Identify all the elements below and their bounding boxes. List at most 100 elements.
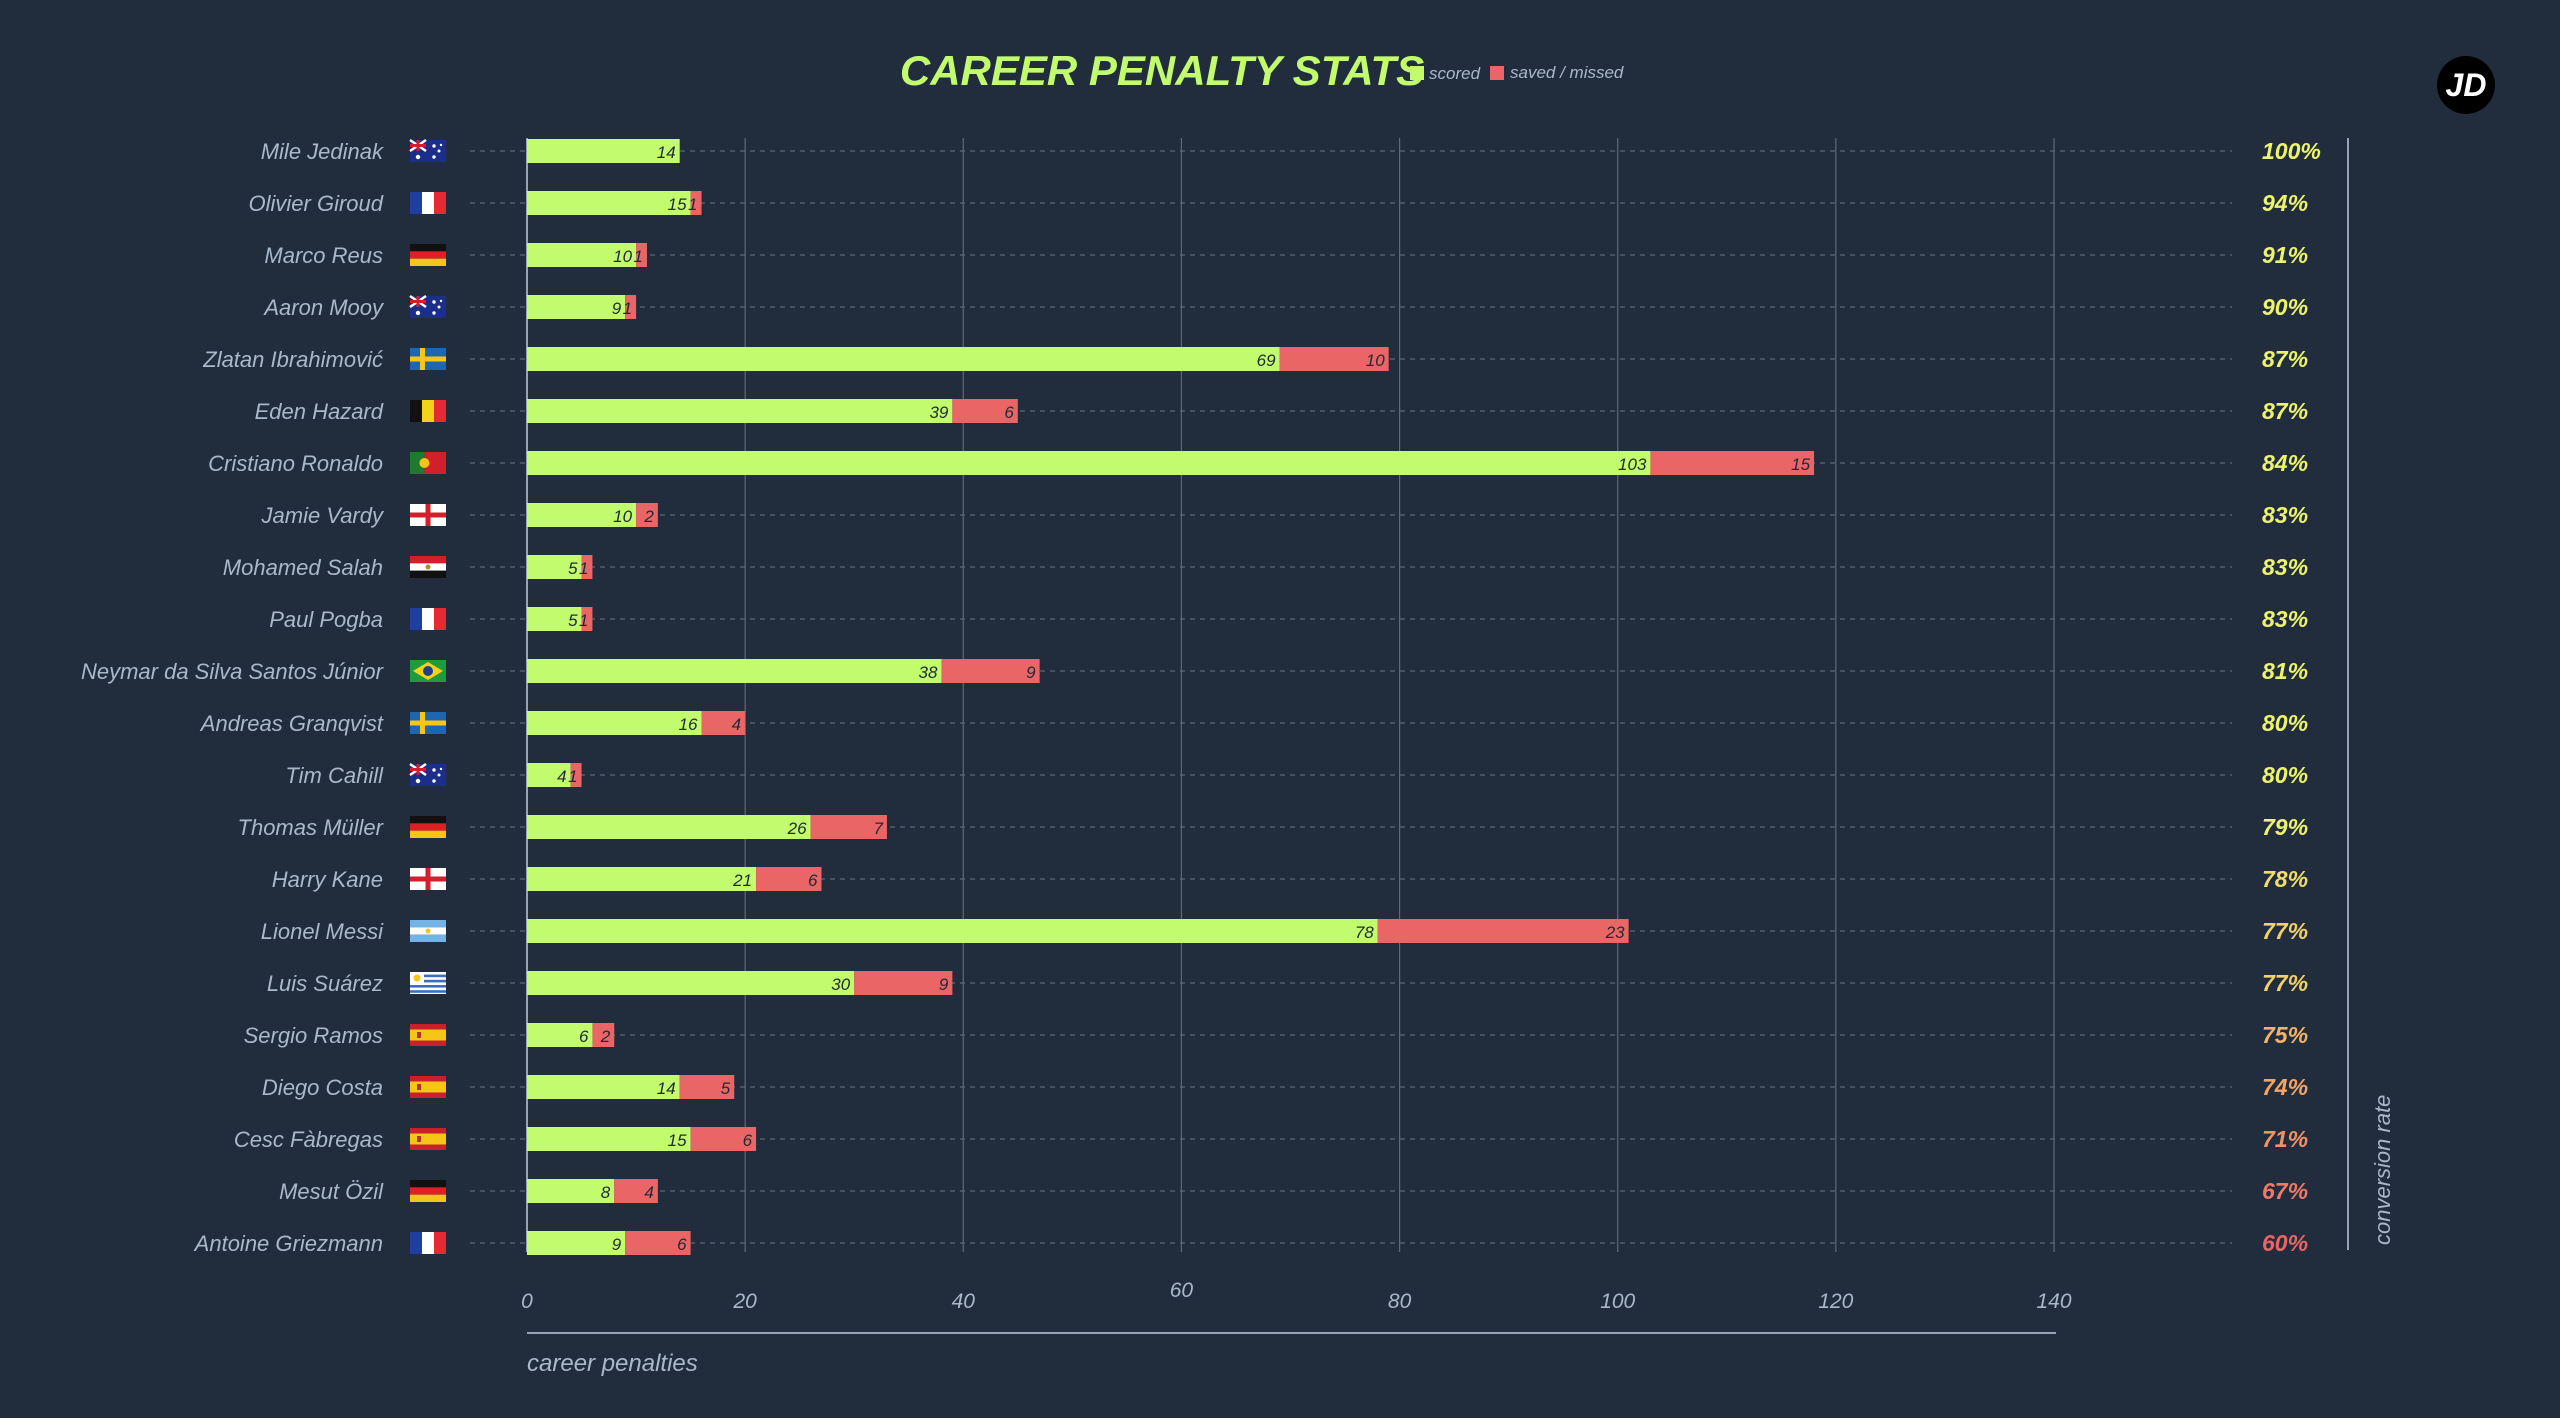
australia-flag — [409, 294, 446, 318]
bar-scored-value: 26 — [787, 819, 807, 838]
bar-scored-value: 39 — [929, 403, 948, 422]
bar-missed-value: 5 — [721, 1079, 731, 1098]
x-tick-label: 120 — [1818, 1290, 1853, 1313]
bar-missed-value: 6 — [808, 871, 818, 890]
bar-scored — [527, 347, 1280, 371]
bar-scored — [527, 919, 1378, 943]
bar-scored-value: 6 — [579, 1027, 589, 1046]
bar-missed-value: 1 — [623, 299, 632, 318]
bar-scored-value: 30 — [831, 975, 850, 994]
bar-missed — [952, 399, 1018, 423]
conversion-rate-value: 91% — [2262, 242, 2308, 268]
bar-scored-value: 15 — [668, 1131, 687, 1150]
conversion-rate-value: 83% — [2262, 554, 2308, 580]
x-tick-label: 60 — [1170, 1279, 1194, 1302]
row-guides — [470, 150, 2232, 1244]
bar-missed-value: 2 — [600, 1027, 611, 1046]
player-name: Paul Pogba — [269, 607, 383, 632]
bar-missed-value: 9 — [1026, 663, 1036, 682]
spain-flag — [410, 1128, 446, 1150]
bar-scored-value: 69 — [1257, 351, 1276, 370]
bar-missed-value: 1 — [579, 559, 588, 578]
player-name: Andreas Granqvist — [199, 711, 384, 736]
bar-scored — [527, 867, 757, 891]
france-flag — [410, 1232, 446, 1254]
x-tick-label: 100 — [1600, 1290, 1635, 1313]
x-tick-label: 20 — [732, 1290, 757, 1313]
bar-scored — [527, 399, 953, 423]
conversion-rate-value: 87% — [2262, 398, 2308, 424]
bar-missed — [625, 295, 637, 319]
bar-missed — [581, 607, 593, 631]
bar-missed — [756, 867, 822, 891]
bar-scored — [527, 243, 637, 267]
player-name: Tim Cahill — [285, 763, 384, 788]
player-name: Sergio Ramos — [244, 1023, 383, 1048]
bar-missed — [679, 1075, 735, 1099]
conversion-rate-value: 79% — [2262, 814, 2308, 840]
conversion-rate-value: 90% — [2262, 294, 2308, 320]
player-name: Luis Suárez — [267, 971, 383, 996]
conversion-rate-value: 77% — [2262, 918, 2308, 944]
bar-scored — [527, 971, 855, 995]
bar-scored — [527, 139, 680, 163]
bar-scored-value: 5 — [568, 611, 578, 630]
bar-scored-value: 14 — [657, 1079, 676, 1098]
bar-scored — [527, 503, 637, 527]
bar-missed-value: 7 — [873, 819, 883, 838]
bar-scored-value: 4 — [557, 767, 566, 786]
player-name: Cesc Fàbregas — [234, 1127, 383, 1152]
bar-missed — [636, 503, 658, 527]
player-name: Thomas Müller — [238, 815, 385, 840]
label-layer: Mile Jedinak Olivier Giroud Marco Reus Aaro… — [81, 139, 385, 1256]
argentina-flag — [410, 920, 446, 942]
england-flag — [410, 868, 446, 890]
spain-flag — [410, 1076, 446, 1098]
conversion-rate-value: 83% — [2262, 606, 2308, 632]
legend-swatch-scored — [1410, 66, 1424, 80]
bar-missed-value: 4 — [644, 1183, 653, 1202]
bar-missed-value: 1 — [579, 611, 588, 630]
bar-scored — [527, 607, 582, 631]
bar-scored — [527, 1023, 593, 1047]
germany-flag — [410, 816, 446, 838]
conversion-rate-value: 74% — [2262, 1074, 2308, 1100]
conversion-rate-value: 60% — [2262, 1230, 2308, 1256]
jd-logo-text: JD — [2446, 67, 2487, 103]
player-name: Neymar da Silva Santos Júnior — [81, 659, 385, 684]
bar-missed-value: 1 — [688, 195, 697, 214]
axis-layer: 0 20 40 60 80 100 120 140 — [521, 138, 2349, 1334]
bar-missed — [570, 763, 582, 787]
bar-missed — [690, 191, 702, 215]
australia-flag — [409, 138, 446, 162]
bar-scored — [527, 659, 942, 683]
bar-missed-value: 4 — [732, 715, 741, 734]
germany-flag — [410, 244, 446, 266]
x-tick-label: 40 — [952, 1290, 976, 1313]
bar-scored-value: 78 — [1355, 923, 1374, 942]
conversion-rate-value: 100% — [2262, 138, 2321, 164]
player-name: Lionel Messi — [261, 919, 384, 944]
conversion-rate-value: 80% — [2262, 710, 2308, 736]
egypt-flag — [410, 556, 446, 578]
conversion-rate-value: 84% — [2262, 450, 2308, 476]
bar-missed-value: 10 — [1366, 351, 1385, 370]
england-flag — [410, 504, 446, 526]
x-tick-label: 80 — [1388, 1290, 1412, 1313]
conversion-rate-value: 94% — [2262, 190, 2308, 216]
bar-scored-value: 9 — [612, 299, 622, 318]
conversion-rate-value: 71% — [2262, 1126, 2308, 1152]
right-axis-title: conversion rate — [2370, 1095, 2395, 1245]
legend-label-missed: saved / missed — [1510, 63, 1624, 82]
bar-missed — [854, 971, 953, 995]
bar-scored — [527, 711, 702, 735]
conversion-rate-value: 77% — [2262, 970, 2308, 996]
bar-missed-value: 2 — [643, 507, 654, 526]
conversion-rate-value: 67% — [2262, 1178, 2308, 1204]
player-name: Olivier Giroud — [249, 191, 384, 216]
belgium-flag — [410, 400, 446, 422]
bar-missed-value: 1 — [634, 247, 643, 266]
bar-scored — [527, 1231, 626, 1255]
bar-missed — [625, 1231, 691, 1255]
